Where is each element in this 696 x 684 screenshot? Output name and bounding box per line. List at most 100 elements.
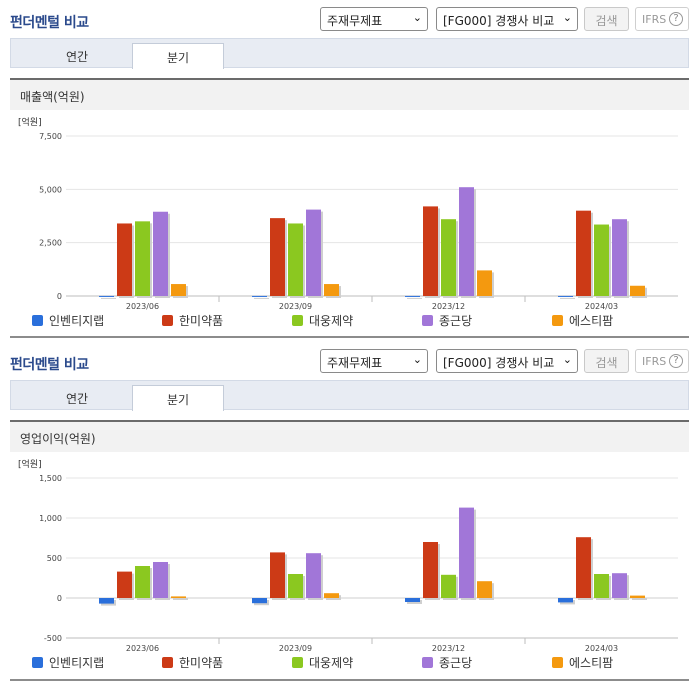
search-button[interactable]: 검색 — [584, 7, 629, 31]
legend-swatch — [162, 657, 173, 668]
chevron-down-icon: ⌄ — [412, 11, 422, 24]
bar — [594, 574, 609, 598]
y-tick-label: 0 — [57, 292, 62, 301]
legend-item: 인벤티지랩 — [32, 314, 104, 328]
legend-label: 에스티팜 — [569, 656, 613, 670]
legend-item: 종근당 — [422, 314, 472, 328]
ifrs-help-button[interactable]: IFRS ? — [635, 349, 689, 373]
bar — [306, 553, 321, 598]
bar — [630, 285, 645, 296]
legend-label: 인벤티지랩 — [49, 314, 104, 328]
operating-income-chart: [억원] 1,500 1,000 500 0 -500 2023/06 2023/09 2023… — [18, 458, 678, 670]
x-tick-label: 2023/12 — [432, 644, 465, 653]
bar — [99, 295, 114, 297]
help-icon: ? — [669, 12, 683, 26]
bar-shadow — [560, 297, 575, 299]
y-tick-label: -500 — [44, 634, 62, 643]
section-header: 펀더멘털 비교 주재무제표 ⌄ [FG000] 경쟁사 비교 ⌄ 검색 IFRS… — [0, 342, 696, 380]
peer-group-select[interactable]: [FG000] 경쟁사 비교 ⌄ — [436, 349, 578, 373]
help-icon: ? — [669, 354, 683, 368]
section-title: 펀더멘털 비교 — [10, 357, 89, 373]
y-unit-label: [억원] — [18, 116, 42, 128]
ifrs-label: IFRS — [642, 355, 667, 368]
x-tick-label: 2023/06 — [126, 302, 159, 311]
legend-item: 대웅제약 — [292, 313, 353, 328]
bar — [270, 552, 285, 598]
bar — [459, 507, 474, 598]
bar — [117, 223, 132, 296]
legend-swatch — [552, 315, 563, 326]
bar — [612, 573, 627, 598]
legend-item: 한미약품 — [162, 313, 223, 328]
tab-quarterly[interactable]: 분기 — [132, 385, 224, 411]
bar — [594, 224, 609, 296]
metric-title: 영업이익(억원) — [10, 420, 689, 452]
bar-shadow — [101, 297, 116, 299]
y-tick-label: 1,500 — [39, 474, 62, 483]
y-tick-label: 0 — [57, 594, 62, 603]
bar — [441, 219, 456, 296]
statement-type-select[interactable]: 주재무제표 ⌄ — [320, 7, 428, 31]
divider — [10, 679, 689, 681]
legend-item: 에스티팜 — [552, 656, 613, 670]
y-tick-label: 2,500 — [39, 239, 62, 248]
bar — [405, 598, 420, 602]
legend-label: 종근당 — [439, 314, 472, 328]
divider — [10, 336, 689, 338]
legend-label: 인벤티지랩 — [49, 656, 104, 670]
x-tick-label: 2023/06 — [126, 644, 159, 653]
legend-label: 에스티팜 — [569, 314, 613, 328]
bar — [135, 566, 150, 598]
tab-annual[interactable]: 연간 — [65, 392, 89, 406]
peer-group-select[interactable]: [FG000] 경쟁사 비교 ⌄ — [436, 7, 578, 31]
ifrs-help-button[interactable]: IFRS ? — [635, 7, 689, 31]
bar — [612, 219, 627, 296]
bar — [630, 595, 645, 598]
bar — [288, 574, 303, 598]
peer-group-value: [FG000] 경쟁사 비교 — [443, 356, 555, 370]
ifrs-label: IFRS — [642, 13, 667, 26]
tab-annual[interactable]: 연간 — [65, 50, 89, 64]
bar — [171, 284, 186, 296]
statement-type-select[interactable]: 주재무제표 ⌄ — [320, 349, 428, 373]
y-tick-label: 5,000 — [39, 185, 62, 194]
chevron-down-icon: ⌄ — [412, 353, 422, 366]
bar — [270, 218, 285, 296]
search-button[interactable]: 검색 — [584, 349, 629, 373]
bar-shadow — [407, 297, 422, 299]
bar — [477, 270, 492, 296]
y-tick-label: 7,500 — [39, 132, 62, 141]
bar — [558, 295, 573, 297]
metric-title: 매출액(억원) — [10, 78, 689, 110]
legend-label: 대웅제약 — [309, 655, 353, 670]
bar — [117, 571, 132, 598]
bar — [423, 542, 438, 598]
legend-label: 한미약품 — [179, 313, 223, 328]
bar — [477, 581, 492, 598]
bar — [441, 574, 456, 598]
y-tick-label: 1,000 — [39, 514, 62, 523]
revenue-chart: [억원] 7,500 5,000 2,500 0 2023/06 2023/09 2023/1… — [18, 116, 678, 328]
legend-item: 인벤티지랩 — [32, 656, 104, 670]
legend-swatch — [292, 315, 303, 326]
tab-quarterly[interactable]: 분기 — [132, 43, 224, 69]
bar — [99, 598, 114, 604]
bar — [576, 537, 591, 598]
legend-swatch — [422, 657, 433, 668]
bar — [153, 211, 168, 296]
bar — [171, 596, 186, 598]
y-tick-label: 500 — [47, 554, 62, 563]
chevron-down-icon: ⌄ — [562, 353, 572, 366]
bar — [288, 223, 303, 296]
bar — [135, 221, 150, 296]
legend-label: 한미약품 — [179, 655, 223, 670]
legend-swatch — [292, 657, 303, 668]
y-unit-label: [억원] — [18, 458, 42, 470]
chevron-down-icon: ⌄ — [562, 11, 572, 24]
legend-swatch — [162, 315, 173, 326]
fundamental-section-operating-income: 펀더멘털 비교 주재무제표 ⌄ [FG000] 경쟁사 비교 ⌄ 검색 IFRS… — [0, 342, 696, 684]
fundamental-section-revenue: 펀더멘털 비교 주재무제표 ⌄ [FG000] 경쟁사 비교 ⌄ 검색 IFRS… — [10, 7, 689, 338]
statement-type-value: 주재무제표 — [327, 14, 383, 28]
legend-swatch — [552, 657, 563, 668]
x-tick-label: 2024/03 — [585, 302, 618, 311]
